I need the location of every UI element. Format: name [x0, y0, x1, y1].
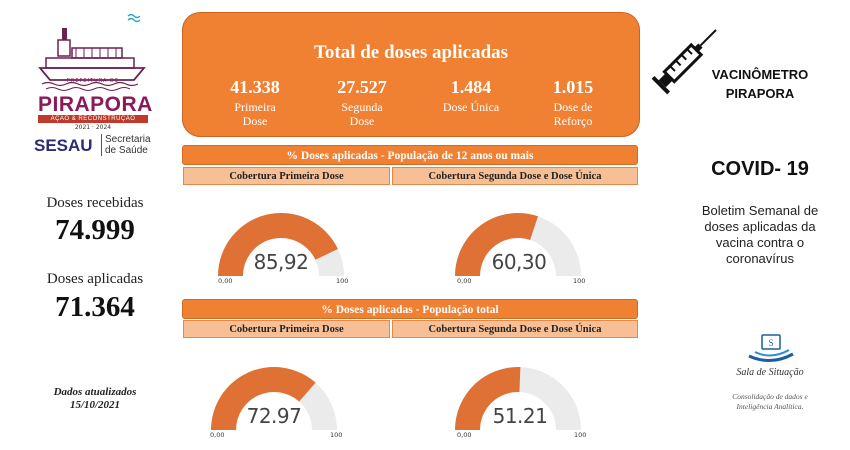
- section-12plus-second-dose-header: Cobertura Segunda Dose e Dose Única: [392, 167, 638, 185]
- syringe-icon: [651, 29, 717, 95]
- city-years: 2021 · 2024: [74, 124, 112, 131]
- gauge-fill: [455, 367, 521, 430]
- sala-de-situacao-logo-icon: S: [748, 334, 794, 362]
- section-total-header: % Doses aplicadas - População total: [182, 299, 638, 319]
- gauge-total-second-dose-max: 100: [574, 431, 587, 439]
- booster-dose-label-line2: Reforço: [553, 114, 593, 128]
- sesau-subtitle: Secretaria de Saúde: [101, 134, 151, 156]
- sesau-subtitle-line2: de Saúde: [105, 145, 148, 156]
- sala-de-situacao-name: Sala de Situação: [736, 367, 804, 378]
- section-total-first-dose-header: Cobertura Primeira Dose: [183, 320, 390, 338]
- gauge-total-first-dose-max: 100: [330, 431, 343, 439]
- city-small-label: PREFEITURA DE: [66, 78, 120, 84]
- gauge-total-first-dose-value: 72.97: [246, 404, 302, 428]
- city-tagline: AÇÃO & RECONSTRUÇÃO: [38, 115, 148, 123]
- total-doses-title: Total de doses aplicadas: [313, 42, 509, 63]
- vaccinometer-title-line1: VACINÔMETRO: [711, 67, 809, 82]
- gauge-12plus-first-dose-max: 100: [336, 277, 349, 285]
- doses-received-label: Doses recebidas: [46, 195, 144, 211]
- gauge-total-second-dose: [455, 367, 581, 430]
- data-updated-note: Dados atualizados 15/10/2021: [25, 386, 165, 412]
- vaccinometer-title-line2: PIRAPORA: [725, 86, 795, 101]
- second-dose-value: 27.527: [337, 77, 387, 97]
- single-dose-value: 1.484: [450, 77, 492, 97]
- sesau-subtitle-line1: Secretaria: [105, 134, 151, 145]
- second-dose-label-line1: Segunda: [341, 100, 383, 114]
- bulletin-line2: doses aplicadas da: [704, 219, 816, 234]
- doses-applied-label: Doses aplicadas: [46, 271, 144, 287]
- sesau-logo-text: SESAU: [34, 136, 93, 155]
- booster-dose-label: Dose de Reforço: [518, 100, 628, 128]
- second-dose-label-line2: Dose: [349, 114, 375, 128]
- total-doses-panel: [182, 12, 640, 137]
- gauge-12plus-first-dose-value: 85,92: [253, 250, 309, 274]
- gauge-total-second-dose-min: 0,00: [457, 431, 472, 439]
- first-dose-label-line1: Primeira: [234, 100, 276, 114]
- updated-line1: Dados atualizados: [53, 386, 137, 398]
- city-name: PIRAPORA: [38, 93, 153, 116]
- covid-title: COVID- 19: [711, 158, 809, 180]
- gauge-fill: [218, 213, 338, 276]
- second-dose-label: Segunda Dose: [307, 100, 417, 128]
- section-total-second-dose-header: Cobertura Segunda Dose e Dose Única: [392, 320, 638, 338]
- gauge-12plus-second-dose-value: 60,30: [491, 250, 547, 274]
- gauge-total-second-dose-value: 51.21: [492, 404, 548, 428]
- gauge-fill: [455, 213, 539, 276]
- svg-text:S: S: [768, 338, 773, 348]
- gauge-fill: [211, 367, 316, 430]
- sala-subtitle-line1: Consolidação de dados e: [732, 392, 808, 401]
- sala-subtitle-line2: Inteligência Analítica.: [736, 402, 804, 411]
- sala-de-situacao-subtitle: Consolidação de dados e Inteligência Ana…: [700, 392, 840, 412]
- doses-applied-value: 71.364: [55, 291, 135, 323]
- single-dose-label-line1: Dose Única: [442, 100, 500, 114]
- updated-line2: 15/10/2021: [69, 399, 121, 411]
- section-12plus-first-dose-header: Cobertura Primeira Dose: [183, 167, 390, 185]
- gauge-12plus-second-dose-max: 100: [573, 277, 586, 285]
- pirapora-city-logo: [38, 13, 146, 91]
- gauge-12plus-second-dose: [455, 213, 581, 276]
- bulletin-line4: coronavírus: [726, 251, 794, 266]
- first-dose-label: Primeira Dose: [200, 100, 310, 128]
- gauge-12plus-first-dose: [218, 213, 344, 276]
- gauge-12plus-second-dose-min: 0,00: [457, 277, 472, 285]
- first-dose-label-line2: Dose: [242, 114, 268, 128]
- single-dose-label: Dose Única: [416, 100, 526, 114]
- gauge-total-first-dose: [211, 367, 337, 430]
- section-12plus-header: % Doses aplicadas - População de 12 anos…: [182, 145, 638, 165]
- gauge-total-first-dose-min: 0,00: [210, 431, 225, 439]
- vaccinometer-title: VACINÔMETRO PIRAPORA: [690, 65, 830, 103]
- first-dose-value: 41.338: [230, 77, 280, 97]
- bulletin-line1: Boletim Semanal de: [701, 203, 819, 218]
- bulletin-description: Boletim Semanal de doses aplicadas da va…: [680, 203, 840, 267]
- booster-dose-label-line1: Dose de: [553, 100, 593, 114]
- booster-dose-value: 1.015: [552, 77, 594, 97]
- bulletin-line3: vacina contra o: [715, 235, 805, 250]
- doses-received-value: 74.999: [55, 214, 135, 246]
- gauge-12plus-first-dose-min: 0,00: [218, 277, 233, 285]
